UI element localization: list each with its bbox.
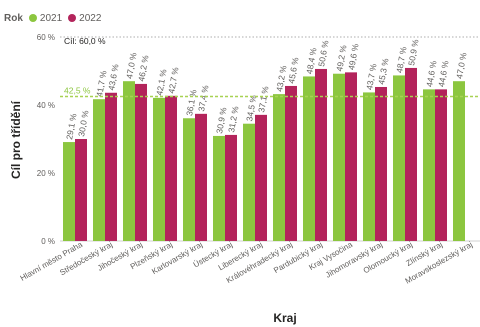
bar-2021 (453, 81, 465, 241)
data-label-2021: 47,0 % (124, 51, 139, 79)
bar-2022 (75, 139, 87, 241)
data-label-2021: 48,7 % (394, 46, 409, 74)
bar-2022 (255, 114, 267, 241)
legend-item-2021[interactable]: 2021 (28, 12, 63, 24)
target-line-label: Cíl: 60,0 % (64, 36, 106, 46)
legend-swatch-2022 (68, 14, 77, 22)
data-label-2022: 30,0 % (76, 109, 91, 137)
data-label-2021: 43,7 % (364, 63, 379, 91)
legend-label-2021: 2021 (39, 12, 63, 24)
bar-2021 (423, 89, 435, 241)
bar-2021 (123, 81, 135, 241)
data-label-2021: 36,1 % (184, 88, 199, 116)
y-tick-label: 0 % (41, 237, 55, 246)
legend-swatch-2021 (28, 14, 37, 22)
bar-2022 (135, 83, 147, 241)
y-tick-label: 40 % (37, 101, 55, 110)
data-label-2022: 49,6 % (346, 42, 361, 70)
bar-2022 (315, 68, 327, 242)
data-label-2022: 31,2 % (226, 105, 241, 133)
data-label-2022: 37,4 % (196, 84, 211, 112)
data-label-2021: 49,2 % (334, 44, 349, 72)
bar-2021 (243, 123, 255, 241)
data-label-2021: 44,6 % (424, 59, 439, 87)
bar-2021 (333, 73, 345, 241)
data-label-2022: 50,6 % (316, 39, 331, 67)
data-label-2022: 50,9 % (406, 38, 421, 66)
bar-2022 (405, 67, 417, 241)
data-label-2021: 29,1 % (64, 112, 79, 140)
data-label-2022: 37,1 % (256, 85, 271, 113)
bar-2022 (285, 85, 297, 242)
bar-2021 (393, 75, 405, 241)
y-axis-title: Cíl pro třídění (9, 100, 23, 179)
bar-2021 (93, 99, 105, 241)
x-axis-title: Kraj (273, 311, 296, 325)
data-label-2022: 42,7 % (166, 66, 181, 94)
bar-2022 (345, 72, 357, 241)
legend-label-2022: 2022 (79, 12, 102, 24)
data-label-2021: 47,0 % (454, 51, 469, 79)
data-label-2021: 41,7 % (94, 69, 109, 97)
average-line-label: 42,5 % (64, 86, 91, 96)
bar-2021 (303, 76, 315, 241)
bars-layer (63, 67, 465, 242)
data-label-2021: 30,9 % (214, 106, 229, 134)
bar-2021 (153, 97, 165, 241)
data-label-2021: 48,4 % (304, 47, 319, 75)
bar-2021 (183, 118, 195, 241)
data-label-2022: 45,3 % (376, 57, 391, 85)
bar-2021 (213, 135, 225, 241)
data-label-2021: 42,1 % (154, 68, 169, 96)
legend-title: Rok (4, 12, 23, 24)
legend: Rok 2021 2022 (4, 11, 101, 25)
bar-2022 (105, 92, 117, 241)
bar-2021 (63, 142, 75, 241)
bar-2022 (195, 113, 207, 241)
data-label-2022: 43,6 % (106, 63, 121, 91)
bar-2021 (273, 94, 285, 242)
legend-item-2022[interactable]: 2022 (68, 13, 101, 24)
bar-2021 (363, 92, 375, 241)
data-label-2021: 34,5 % (244, 94, 259, 122)
bar-2022 (165, 95, 177, 241)
y-tick-label: 20 % (37, 169, 55, 178)
bar-2022 (435, 89, 447, 241)
data-label-2021: 43,2 % (274, 64, 289, 92)
bar-2022 (225, 134, 237, 241)
y-tick-label: 60 % (37, 33, 55, 42)
data-label-2022: 44,6 % (436, 59, 451, 87)
data-label-2022: 45,6 % (286, 56, 301, 84)
data-label-2022: 46,2 % (136, 54, 151, 82)
bar-2022 (375, 86, 387, 241)
